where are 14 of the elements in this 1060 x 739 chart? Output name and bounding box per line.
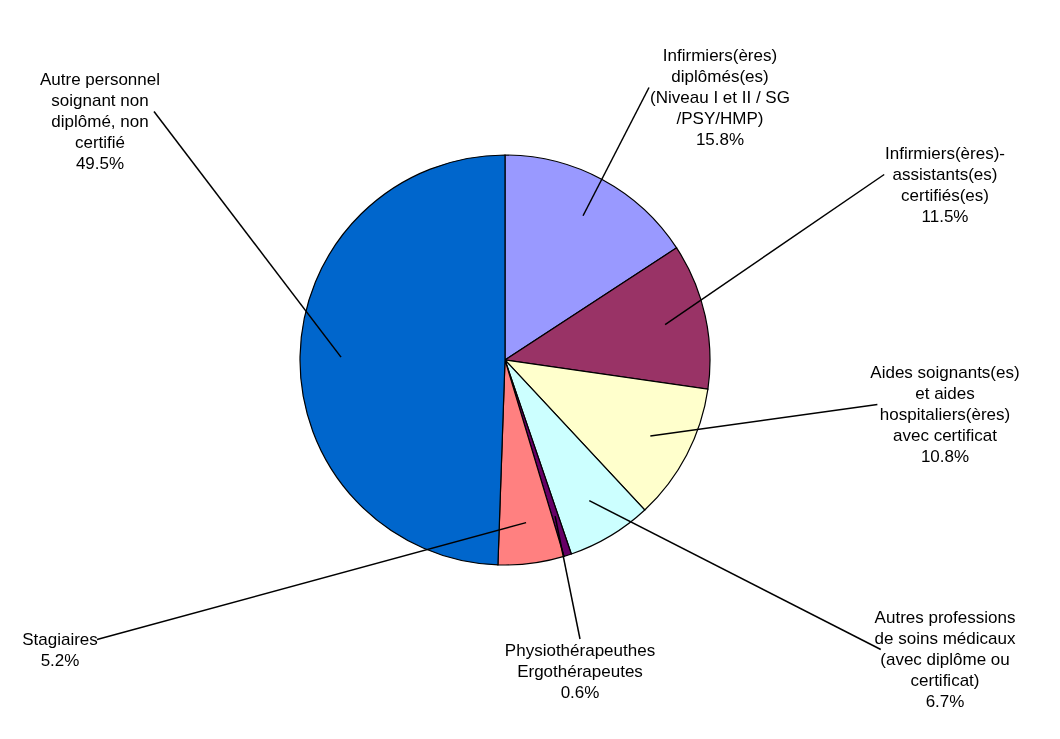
data-label: 11.5%: [921, 206, 969, 226]
data-label: 15.8%: [695, 130, 745, 149]
slice-label: Physiothérapeuthes Ergothérapeutes: [504, 641, 656, 681]
data-label: 0.6%: [560, 683, 600, 702]
data-label: 10.8%: [920, 447, 970, 466]
slice-label: Stagiaires: [22, 629, 98, 649]
slice-label: Autres professions de soins médicaux (avec diplôme ou certificat): [874, 608, 1016, 690]
data-label: 49.5%: [75, 154, 125, 173]
data-label: 5.2%: [40, 650, 80, 670]
slice-label: Aides soignants(es) et aides hospitaliers(ères) avec certificat: [870, 363, 1020, 445]
slice-label: Infirmiers(ères) diplômés(es) (Niveau I et II / SG /PSY/HMP): [650, 46, 790, 128]
slice-label: Autre personnel soignant non diplômé, non certifié: [39, 70, 161, 152]
slice-label: Infirmiers(ères)- assistants(es) certifiés(es): [885, 143, 1005, 205]
data-label: 6.7%: [925, 692, 965, 711]
